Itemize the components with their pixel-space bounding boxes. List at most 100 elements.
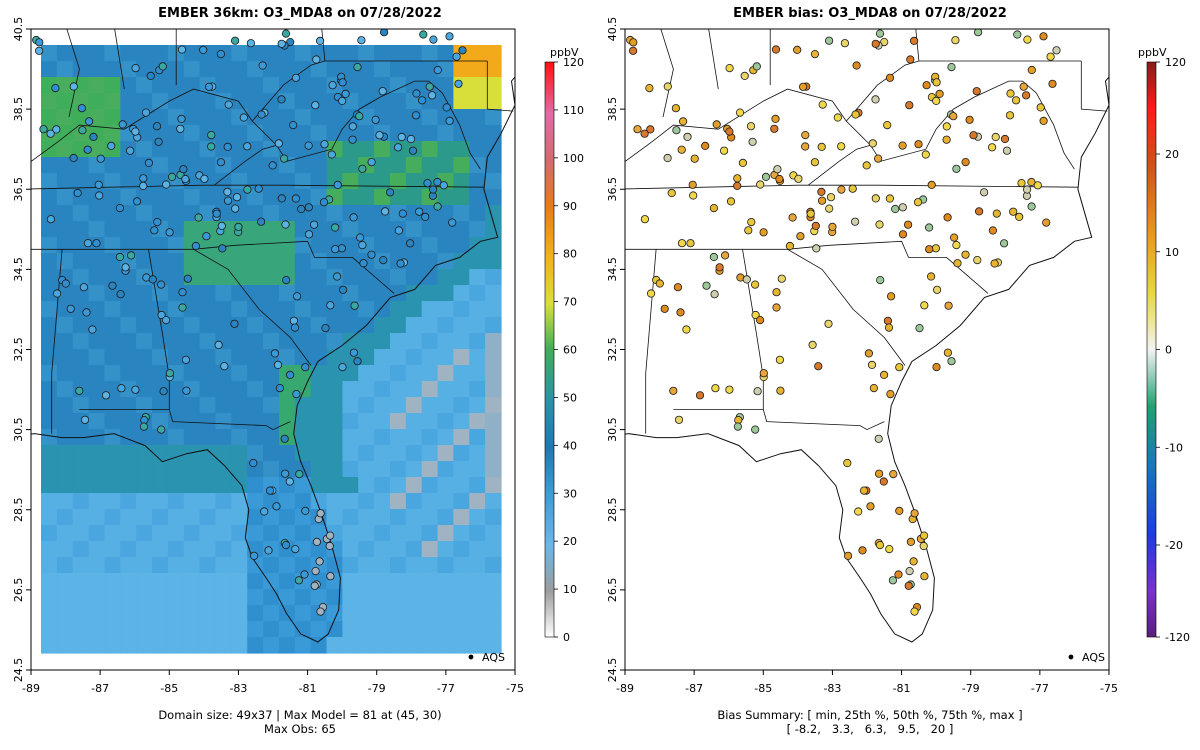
bias-monitor-point <box>663 153 672 163</box>
aqs-monitor-point <box>243 142 252 151</box>
aqs-monitor-point <box>230 319 239 328</box>
aqs-monitor-point <box>331 245 340 254</box>
aqs-monitor-point <box>79 283 89 292</box>
colorbar-tick-label: 80 <box>563 248 577 261</box>
bias-monitor-point <box>926 272 936 281</box>
aqs-monitor-point <box>154 137 163 146</box>
aqs-monitor-point <box>301 506 310 515</box>
aqs-monitor-point <box>333 180 342 189</box>
bias-monitor-point <box>1033 181 1042 190</box>
aqs-monitor-point <box>223 142 232 151</box>
bias-monitor-point <box>894 570 903 579</box>
bias-monitor-point <box>725 64 734 73</box>
aqs-monitor-point <box>224 100 233 109</box>
aqs-monitor-point <box>359 259 368 268</box>
bias-monitor-points <box>626 29 1061 616</box>
y-tick-label: 24.5 <box>606 658 619 683</box>
aqs-monitor-point <box>254 184 263 193</box>
bias-monitor-point <box>886 389 895 399</box>
bias-monitor-point <box>755 315 765 325</box>
bias-monitor-point <box>709 204 719 213</box>
aqs-monitor-point <box>406 134 416 144</box>
bias-monitor-point <box>843 458 852 468</box>
aqs-monitor-point <box>380 207 390 216</box>
model-colorbar: ppbV 0 10 20 30 40 50 60 70 80 90 100 110 120 <box>544 46 584 644</box>
bias-monitor-point <box>848 184 857 193</box>
aqs-monitor-point <box>232 193 242 202</box>
aqs-monitor-point <box>231 36 240 45</box>
bias-monitor-point <box>922 81 931 90</box>
aqs-monitor-point <box>218 244 227 253</box>
bias-monitor-point <box>906 537 916 547</box>
bias-monitor-point <box>683 132 692 141</box>
aqs-monitor-point <box>398 209 407 218</box>
colorbar-tick-label: 60 <box>563 344 577 357</box>
bias-monitor-point <box>673 283 683 292</box>
x-tick-label: -79 <box>368 682 386 695</box>
aqs-monitor-point <box>319 198 329 207</box>
bias-monitor-point <box>953 259 962 268</box>
x-tick-label: -83 <box>823 682 841 695</box>
aqs-monitor-point <box>260 507 269 516</box>
bias-monitor-point <box>972 87 981 96</box>
aqs-monitor-point <box>379 255 388 265</box>
aqs-monitor-point <box>181 174 190 184</box>
aqs-monitor-point <box>167 172 177 181</box>
aqs-monitor-point <box>301 363 310 372</box>
bias-monitor-point <box>851 110 860 119</box>
bias-monitor-point <box>640 129 649 138</box>
aqs-monitor-point <box>292 389 301 399</box>
bias-monitor-point <box>672 126 681 135</box>
aqs-monitor-point <box>275 383 284 393</box>
bias-monitor-point <box>871 39 880 48</box>
bias-monitor-point <box>667 188 676 198</box>
bias-monitor-point <box>629 38 638 47</box>
bias-monitor-point <box>974 207 984 216</box>
aqs-monitor-point <box>250 551 259 560</box>
bias-monitor-point <box>884 323 894 332</box>
aqs-monitor-point <box>338 78 347 87</box>
aqs-monitor-point <box>452 52 461 61</box>
bias-monitor-point <box>794 174 803 183</box>
bias-monitor-point <box>1046 52 1055 61</box>
bias-monitor-point <box>702 281 711 290</box>
bias-monitor-point <box>733 422 743 431</box>
colorbar-tick-label: 120 <box>1165 56 1186 69</box>
right-plot-frame <box>624 28 1110 671</box>
aqs-monitor-point <box>83 145 92 154</box>
bias-monitor-point <box>740 71 749 81</box>
bias-monitor-point <box>747 218 756 227</box>
aqs-monitor-point <box>277 95 286 104</box>
aqs-monitor-point <box>439 181 448 190</box>
aqs-monitor-point <box>358 164 367 173</box>
bias-monitor-point <box>1022 185 1032 194</box>
right-footer-line1: Bias Summary: [ min, 25th %, 50th %, 75t… <box>717 708 1023 722</box>
bias-monitor-point <box>1042 218 1051 227</box>
aqs-monitor-point <box>312 55 321 64</box>
aqs-monitor-point <box>330 223 340 232</box>
aqs-monitor-point <box>427 91 437 100</box>
aqs-monitor-point <box>96 154 105 163</box>
bias-monitor-point <box>628 46 638 55</box>
aqs-monitor-point <box>207 142 216 151</box>
aqs-monitor-point <box>217 221 226 230</box>
aqs-monitor-point <box>117 384 126 393</box>
aqs-monitor-point <box>272 502 281 511</box>
bias-monitor-point <box>871 194 880 203</box>
bias-monitor-point <box>750 280 760 289</box>
aqs-monitor-point <box>448 218 457 227</box>
aqs-monitor-point <box>338 96 347 106</box>
aqs-monitor-point <box>214 340 223 349</box>
right-axes: -89 -87 -85 -83 -81 -79 -77 -75 24.5 26.5 28.5 30.5… <box>606 17 1118 695</box>
colorbar-tick-label: 110 <box>563 104 584 117</box>
aqs-monitor-point <box>294 576 303 585</box>
aqs-monitor-point <box>433 202 442 211</box>
bias-monitor-point <box>761 172 771 181</box>
aqs-monitor-point <box>150 226 159 235</box>
aqs-monitor-point <box>316 607 325 616</box>
bias-monitor-point <box>942 122 951 131</box>
x-tick-label: -89 <box>616 682 634 695</box>
aqs-monitor-point <box>52 289 62 298</box>
aqs-monitor-point <box>176 124 185 133</box>
bias-monitor-point <box>770 124 779 133</box>
